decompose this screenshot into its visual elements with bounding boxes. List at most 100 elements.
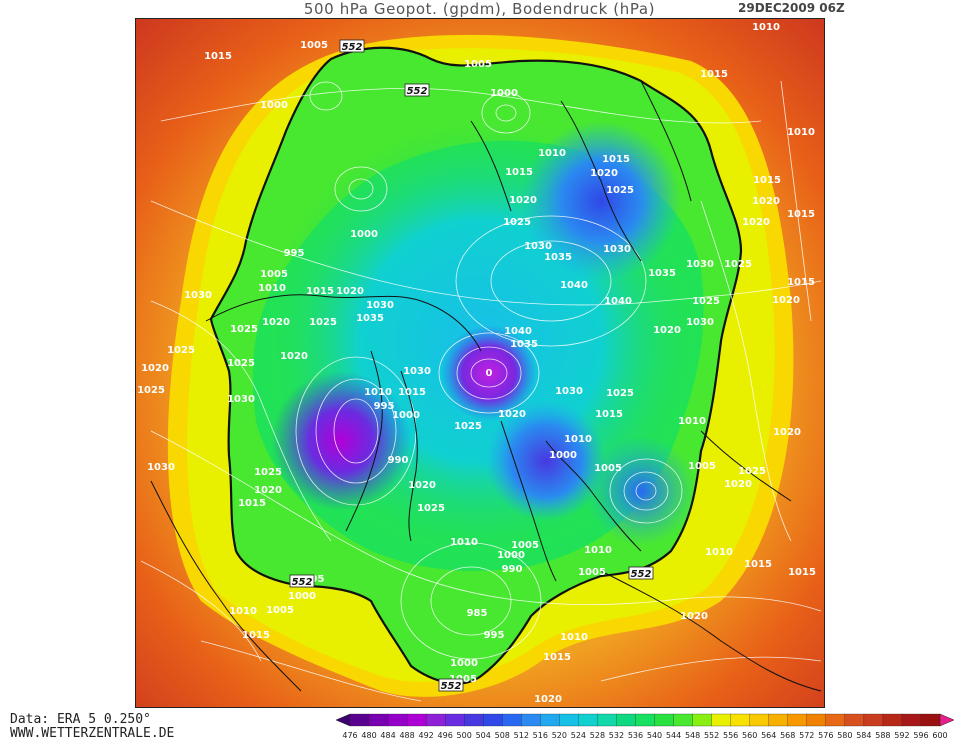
colorbar-tick-label: 496	[438, 731, 453, 740]
colorbar-tick-label: 492	[418, 731, 433, 740]
colorbar-tick-label: 552	[704, 731, 719, 740]
colorbar-swatch	[540, 713, 560, 727]
pressure-label: 1030	[184, 290, 212, 301]
colorbar-swatch	[578, 713, 598, 727]
pressure-label: 1015	[306, 286, 334, 297]
pressure-label: 1025	[230, 324, 258, 335]
colorbar-tick-label: 476	[342, 731, 357, 740]
pressure-label: 1025	[254, 467, 282, 478]
pressure-label: 990	[502, 564, 523, 575]
pressure-label: 1030	[366, 300, 394, 311]
pressure-label: 1025	[606, 185, 634, 196]
pressure-label: 1020	[141, 363, 169, 374]
pressure-label: 1020	[772, 295, 800, 306]
pressure-label: 1030	[603, 244, 631, 255]
pressure-label: 1020	[590, 168, 618, 179]
pressure-label: 1015	[238, 498, 266, 509]
pressure-label: 1020	[752, 196, 780, 207]
pressure-label: 1030	[686, 317, 714, 328]
pressure-label: 1025	[692, 296, 720, 307]
pressure-label: 1030	[524, 241, 552, 252]
pressure-label: 1020	[742, 217, 770, 228]
pressure-label: 1010	[229, 606, 257, 617]
colorbar-swatch	[901, 713, 922, 727]
colorbar-swatch	[387, 713, 408, 727]
colorbar-tick-label: 484	[380, 731, 395, 740]
pressure-label: 1020	[509, 195, 537, 206]
colorbar-tick-label: 564	[761, 731, 776, 740]
pressure-label: 1015	[505, 167, 533, 178]
colorbar-tick-label: 548	[685, 731, 700, 740]
pressure-label: 1010	[705, 547, 733, 558]
pressure-label: 1025	[454, 421, 482, 432]
pressure-label: 1010	[752, 22, 780, 33]
pressure-label: 1030	[686, 259, 714, 270]
pressure-label: 1025	[724, 259, 752, 270]
pressure-label: 990	[388, 455, 409, 466]
colorbar-swatch	[863, 713, 884, 727]
colorbar-tick-label: 512	[514, 731, 529, 740]
pressure-label: 1020	[254, 485, 282, 496]
geopotential-552-label: 552	[404, 83, 430, 97]
colorbar-swatch	[425, 713, 446, 727]
pressure-label: 1010	[584, 545, 612, 556]
colorbar-swatch	[882, 713, 903, 727]
colorbar-tick-label: 560	[742, 731, 757, 740]
pressure-label: 1015	[700, 69, 728, 80]
colorbar-tick-label: 536	[628, 731, 643, 740]
pressure-label: 1005	[578, 567, 606, 578]
colorbar-tick-label: 508	[495, 731, 510, 740]
svg-text:552: 552	[292, 577, 313, 588]
pressure-label: 1000	[497, 550, 525, 561]
pressure-label: 1025	[503, 217, 531, 228]
purple-low-pole	[136, 19, 824, 707]
colorbar-tick-label: 556	[723, 731, 738, 740]
pressure-label: 1005	[511, 540, 539, 551]
colorbar-tick-label: 580	[837, 731, 852, 740]
pressure-label: 1000	[350, 229, 378, 240]
pressure-label: 1005	[464, 59, 492, 70]
colorbar-tick-label: 588	[875, 731, 890, 740]
pressure-label: 1030	[147, 462, 175, 473]
colorbar-tick-label: 528	[590, 731, 605, 740]
pressure-label: 1020	[680, 611, 708, 622]
colorbar-swatch	[521, 713, 541, 727]
pressure-label: 1005	[594, 463, 622, 474]
colorbar-tick-label: 544	[666, 731, 681, 740]
colorbar-swatch	[368, 713, 389, 727]
pressure-label: 1015	[744, 559, 772, 570]
low-center-marker: 0	[486, 368, 493, 379]
pressure-label: 1010	[678, 416, 706, 427]
pressure-label: 1005	[266, 605, 294, 616]
pressure-label: 1025	[738, 466, 766, 477]
map-canvas	[136, 19, 824, 707]
pressure-label: 1025	[606, 388, 634, 399]
pressure-label: 1020	[534, 694, 562, 705]
svg-text:552: 552	[407, 86, 428, 97]
pressure-label: 1000	[490, 88, 518, 99]
colorbar-swatch	[711, 713, 732, 727]
colorbar-swatch	[597, 713, 617, 727]
colorbar-tick-label: 584	[856, 731, 871, 740]
pressure-label: 1005	[300, 40, 328, 51]
colorbar-tick-label: 592	[894, 731, 909, 740]
pressure-label: 1000	[450, 658, 478, 669]
pressure-label: 1020	[336, 286, 364, 297]
colorbar-swatch	[349, 713, 370, 727]
pressure-label: 1025	[417, 503, 445, 514]
pressure-label: 1030	[227, 394, 255, 405]
pressure-label: 1015	[398, 387, 426, 398]
pressure-label: 985	[467, 608, 488, 619]
svg-text:552: 552	[631, 569, 652, 580]
pressure-label: 1030	[555, 386, 583, 397]
isobars	[140, 80, 822, 702]
pressure-label: 1020	[724, 479, 752, 490]
colorbar-tick-label: 568	[780, 731, 795, 740]
colorbar-tick-label: 572	[799, 731, 814, 740]
pressure-label: 1010	[564, 434, 592, 445]
colorbar-swatch	[616, 713, 636, 727]
pressure-label: 1035	[544, 252, 572, 263]
svg-text:552: 552	[441, 681, 462, 692]
colorbar-tick-label: 504	[476, 731, 491, 740]
colorbar-tick-label: 516	[533, 731, 548, 740]
